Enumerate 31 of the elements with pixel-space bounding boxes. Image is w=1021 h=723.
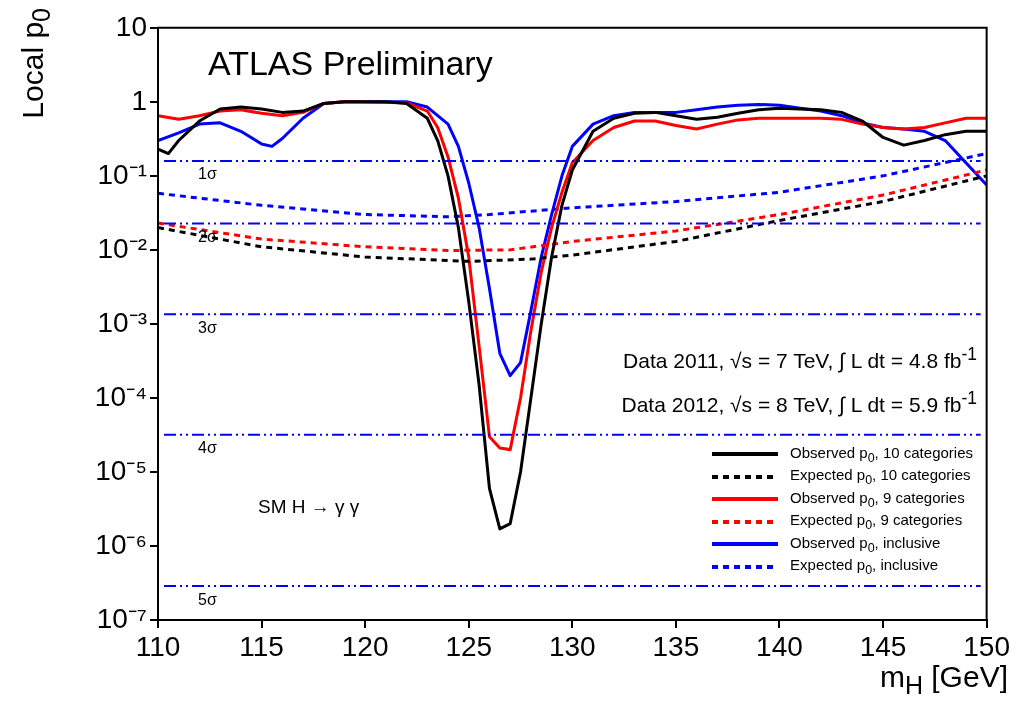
legend-label: Observed p$_{0}$, inclusive (790, 533, 941, 555)
ref-line-label: 5σ (198, 590, 217, 608)
legend-label: Observed p$_{0}$, 9 categories (790, 488, 965, 510)
y-tick-label: 10⁻¹ (97, 158, 147, 190)
x-tick-label: 150 (963, 630, 1010, 662)
ref-line-label: 1σ (198, 165, 217, 183)
x-tick-label: 130 (548, 630, 596, 662)
x-tick-label: 120 (341, 630, 389, 662)
x-tick-label: 145 (859, 630, 907, 662)
annotation: Data 2011, √s = 7 TeV, ∫ L dt = 4.8 fb$^{-1}$ (623, 344, 977, 373)
legend-label: Expected p$_{0}$, inclusive (790, 556, 938, 578)
legend-label: Expected p$_{0}$, 9 categories (790, 511, 963, 533)
y-tick-label: 1 (131, 84, 147, 116)
x-tick-label: 135 (652, 630, 700, 662)
annotation: Data 2012, √s = 8 TeV, ∫ L dt = 5.9 fb$^{-1}$ (621, 388, 977, 417)
x-tick-label: 115 (239, 630, 284, 662)
x-tick-label: 125 (445, 630, 493, 662)
y-tick-label: 10⁻⁵ (95, 454, 147, 486)
ref-line-label: 3σ (198, 318, 217, 336)
legend-label: Observed p$_{0}$, 10 categories (790, 443, 973, 465)
y-tick-label: 10 (115, 10, 147, 42)
annotation: ATLAS Preliminary (208, 44, 493, 83)
y-tick-label: 10⁻⁴ (94, 380, 147, 412)
legend-label: Expected p$_{0}$, 10 categories (790, 466, 971, 488)
y-tick-label: 10⁻³ (97, 306, 147, 338)
y-tick-label: 10⁻² (97, 232, 147, 264)
x-tick-label: 140 (756, 630, 803, 662)
annotation: SM H → γ γ (258, 496, 360, 518)
ref-line-label: 4σ (198, 439, 217, 457)
x-axis-title: m$_{H}$ [GeV] (879, 660, 1008, 700)
y-tick-label: 10⁻⁶ (95, 528, 147, 560)
